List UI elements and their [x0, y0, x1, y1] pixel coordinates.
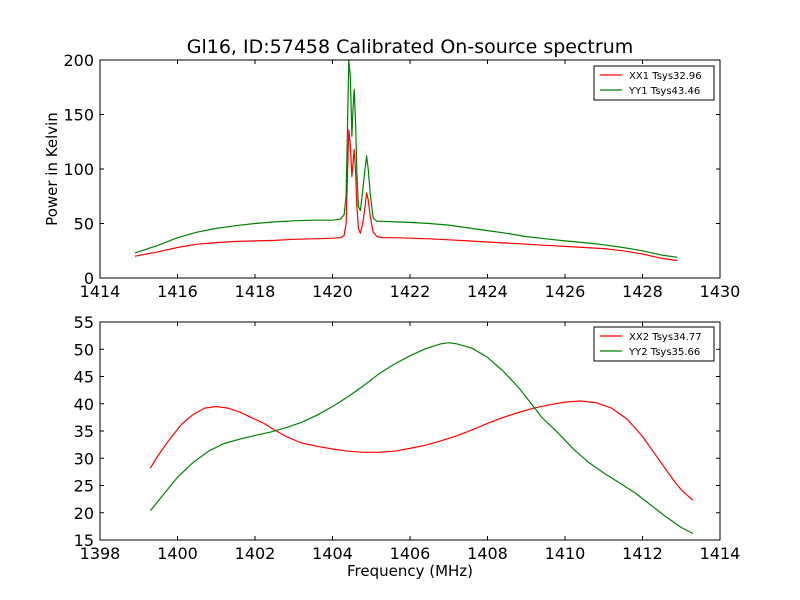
y-tick-label: 20 [74, 504, 94, 523]
y-tick-label: 0 [84, 269, 94, 288]
y-axis-label: Power in Kelvin [43, 112, 61, 226]
x-tick-label: 1406 [390, 544, 431, 563]
series-line-yy2 [149, 342, 694, 535]
x-tick-label: 1404 [312, 544, 353, 563]
y-tick-label: 35 [74, 422, 94, 441]
x-tick-label: 1412 [622, 544, 663, 563]
y-tick-label: 15 [74, 531, 94, 550]
x-tick-label: 1416 [157, 282, 198, 301]
x-tick-label: 1410 [545, 544, 586, 563]
bottom-spectrum-plot: 1398 1400 1402 1404 1406 1408 1410 1412 1414 15 20… [74, 313, 741, 580]
series-line-xx1 [134, 129, 678, 262]
y-tick-label: 150 [63, 106, 94, 125]
x-tick-label: 1414 [700, 544, 741, 563]
legend-label: YY2 Tsys35.66 [628, 347, 700, 358]
x-tick-label: 1428 [622, 282, 663, 301]
legend: XX1 Tsys32.96 YY1 Tsys43.46 [593, 65, 715, 101]
y-tick-label: 25 [74, 477, 94, 496]
y-tick-label: 55 [74, 313, 94, 332]
figure-title: Gl16, ID:57458 Calibrated On-source spec… [187, 36, 634, 58]
legend-label: XX2 Tsys34.77 [629, 332, 702, 343]
legend-box [593, 326, 715, 362]
series-line-xx2 [149, 400, 694, 501]
x-tick-label: 1422 [390, 282, 431, 301]
x-tick-label: 1430 [700, 282, 741, 301]
x-tick-label: 1400 [157, 544, 198, 563]
y-tick-label: 45 [74, 368, 94, 387]
x-tick-label: 1426 [545, 282, 586, 301]
legend-label: YY1 Tsys43.46 [628, 86, 700, 97]
y-tick-label: 50 [74, 340, 94, 359]
x-tick-label: 1418 [235, 282, 276, 301]
y-tick-label: 100 [63, 160, 94, 179]
y-tick-label: 50 [74, 215, 94, 234]
y-tick-label: 30 [74, 449, 94, 468]
top-spectrum-plot: 1414 1416 1418 1420 1422 1424 1426 1428 1430 0 50 1… [43, 51, 740, 301]
series-line-yy1 [134, 60, 678, 258]
x-tick-label: 1402 [235, 544, 276, 563]
y-tick-label: 40 [74, 395, 94, 414]
legend: XX2 Tsys34.77 YY2 Tsys35.66 [593, 326, 715, 362]
legend-box [593, 65, 715, 101]
x-tick-label: 1398 [80, 544, 121, 563]
x-tick-label: 1424 [467, 282, 508, 301]
x-tick-label: 1414 [80, 282, 121, 301]
y-tick-label: 200 [63, 51, 94, 70]
x-axis-label: Frequency (MHz) [347, 562, 473, 580]
x-tick-label: 1420 [312, 282, 353, 301]
legend-label: XX1 Tsys32.96 [629, 71, 702, 82]
x-tick-label: 1408 [467, 544, 508, 563]
